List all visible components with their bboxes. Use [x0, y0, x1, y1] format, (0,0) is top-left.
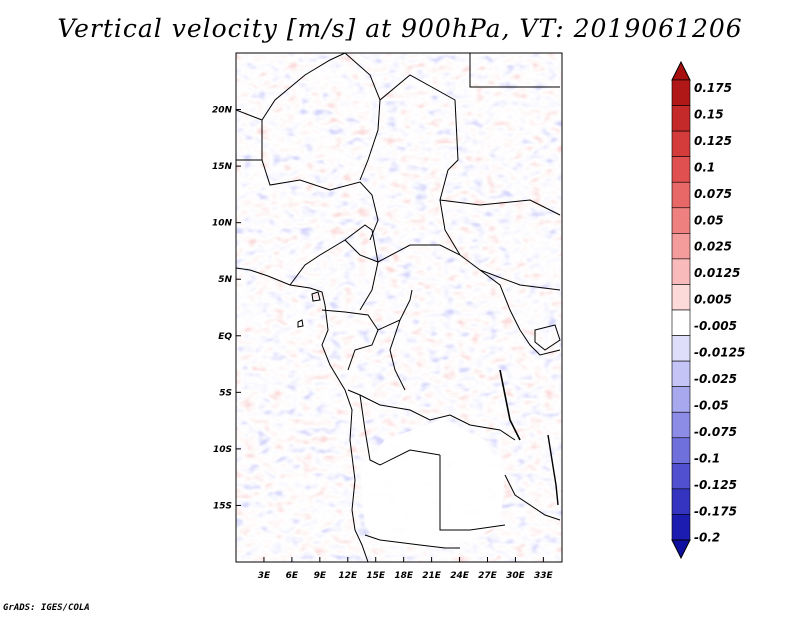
lon-tick-label: 27E — [478, 571, 498, 581]
colorbar-segment — [671, 79, 691, 106]
colorbar-label: -0.125 — [694, 478, 737, 492]
colorbar-segment — [671, 386, 691, 413]
colorbar-label: -0.175 — [694, 504, 737, 518]
colorbar-segment — [671, 360, 691, 387]
colorbar-top-arrow — [671, 60, 691, 81]
lon-tick-label: 33E — [534, 571, 554, 581]
colorbar-label: 0.1 — [694, 160, 715, 174]
lat-tick-label: 15N — [212, 162, 233, 172]
colorbar-segment — [671, 437, 691, 464]
lon-tick-label: 18E — [394, 571, 414, 581]
colorbar-label: 0.175 — [694, 81, 732, 95]
lon-tick-label: 15E — [366, 571, 386, 581]
colorbar-label: -0.025 — [694, 372, 737, 386]
colorbar-segment — [671, 130, 691, 157]
grads-credit: GrADS: IGES/COLA — [3, 603, 90, 613]
colorbar-label: 0.025 — [694, 240, 732, 254]
colorbar-segment — [671, 335, 691, 362]
colorbar: 0.175 0.15 0.125 0.1 0.075 0.05 0.025 0.0125 0.0… — [671, 60, 745, 560]
colorbar-segment — [671, 463, 691, 490]
lat-tick-label: 10N — [212, 219, 233, 229]
lon-tick-label: 9E — [314, 571, 327, 581]
colorbar-bottom-arrow — [671, 539, 691, 560]
lat-tick-label: 15S — [213, 501, 232, 511]
colorbar-label: -0.1 — [694, 451, 720, 465]
lat-tick-label: 5N — [218, 275, 232, 285]
colorbar-segment — [671, 411, 691, 439]
colorbar-segment — [671, 309, 691, 336]
colorbar-segment — [671, 488, 691, 515]
lat-tick-label: 20N — [212, 106, 233, 116]
lon-tick-label: 3E — [258, 571, 271, 581]
lon-tick-label: 30E — [506, 571, 526, 581]
colorbar-label: 0.125 — [694, 134, 732, 148]
colorbar-label: -0.075 — [694, 425, 737, 439]
colorbar-label: 0.005 — [694, 293, 732, 307]
lon-tick-label: 24E — [450, 571, 470, 581]
colorbar-label: 0.15 — [694, 107, 724, 121]
map-frame — [235, 52, 563, 563]
colorbar-segment — [671, 105, 691, 132]
colorbar-segment — [671, 156, 691, 183]
coastlines-borders — [236, 53, 561, 562]
colorbar-label: 0.05 — [694, 213, 724, 227]
colorbar-label: -0.05 — [694, 398, 729, 412]
vertical-velocity-field — [236, 53, 562, 562]
colorbar-label: -0.005 — [694, 319, 737, 333]
lat-tick-label: 10S — [213, 445, 232, 455]
colorbar-label: 0.075 — [694, 187, 732, 201]
colorbar-segment — [671, 258, 691, 285]
chart-title: Vertical velocity [m/s] at 900hPa, VT: 2… — [57, 14, 743, 43]
lat-tick-label: 5S — [219, 388, 232, 398]
colorbar-segment — [671, 284, 691, 311]
colorbar-segment — [671, 207, 691, 234]
lon-tick-label: 6E — [286, 571, 299, 581]
lat-tick-label: EQ — [218, 332, 232, 342]
longitude-axis: 3E 6E 9E 12E 15E 18E 21E 24E 27E 30E 33E — [258, 557, 554, 581]
latitude-axis: 20N 15N 10N 5N EQ 5S 10S 15S — [212, 106, 241, 511]
lon-tick-label: 21E — [422, 571, 442, 581]
colorbar-label: -0.2 — [694, 531, 720, 545]
colorbar-segment — [671, 181, 691, 209]
colorbar-label: 0.0125 — [694, 266, 740, 280]
lon-tick-label: 12E — [338, 571, 358, 581]
colorbar-segment — [671, 514, 691, 541]
colorbar-segment — [671, 233, 691, 260]
colorbar-label: -0.0125 — [694, 346, 745, 360]
